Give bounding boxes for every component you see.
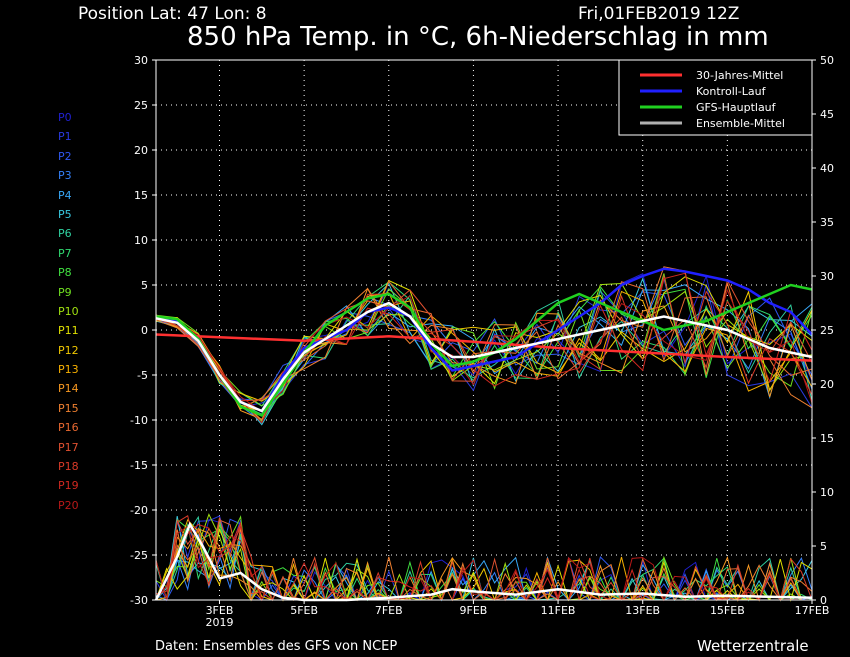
x-tick-label: 5FEB [290,604,318,617]
position-label: Position Lat: 47 Lon: 8 [78,4,267,24]
brand-name: Wetterzentrale [697,637,809,655]
legend-entry-label: Ensemble-Mittel [696,117,785,130]
y-right-tick-label: 10 [820,486,834,499]
y-left-tick-label: -15 [130,459,148,472]
y-left-tick-label: -5 [137,369,148,382]
y-right-tick-label: 5 [820,540,827,553]
y-right-tick-label: 40 [820,162,834,175]
member-trace-p17 [155,279,813,416]
x-tick-label: 3FEB [206,604,234,617]
y-right-tick-label: 30 [820,270,834,283]
member-label-p10: P10 [58,304,79,318]
y-left-tick-label: 15 [134,189,148,202]
legend-entry-label: 30-Jahres-Mittel [696,69,783,82]
member-label-p20: P20 [58,498,79,512]
y-right-tick-label: 20 [820,378,834,391]
member-label-p1: P1 [58,130,72,144]
y-left-tick-label: 30 [134,54,148,67]
member-trace-p12 [155,290,813,402]
member-label-p4: P4 [58,188,72,202]
member-label-p0: P0 [58,111,72,124]
member-label-p17: P17 [58,440,79,454]
y-left-tick-label: 10 [134,234,148,247]
y-left-tick-label: -10 [130,414,148,427]
member-label-p6: P6 [58,227,72,241]
y-left-tick-label: -25 [130,549,148,562]
y-right-tick-label: 15 [820,432,834,445]
member-trace-p8 [155,286,813,422]
member-label-p14: P14 [58,382,79,396]
legend-entry-label: GFS-Hauptlauf [696,101,777,114]
data-source: Daten: Ensembles des GFS von NCEP [155,639,398,654]
x-tick-label: 11FEB [541,604,576,617]
member-label-p2: P2 [58,149,72,163]
main-lines [154,267,813,602]
member-label-p8: P8 [58,266,72,280]
member-label-p3: P3 [58,169,72,183]
y-left-tick-label: 0 [141,324,148,337]
legend-entry-label: Kontroll-Lauf [696,85,767,98]
y-right-tick-label: 50 [820,54,834,67]
x-tick-label: 15FEB [710,604,745,617]
member-label-p19: P19 [58,479,79,493]
member-label-p9: P9 [58,285,72,299]
series-gfs-hauptlauf [155,283,813,418]
y-left-tick-label: -30 [130,594,148,607]
member-label-p13: P13 [58,363,79,377]
y-right-tick-label: 45 [820,108,834,121]
x-tick-label: 13FEB [625,604,660,617]
member-label-p11: P11 [58,324,79,338]
series-ensemble-mittel [155,301,813,413]
y-left-tick-label: 25 [134,99,148,112]
x-tick-label: 17FEB [795,604,830,617]
member-label-p18: P18 [58,460,79,474]
member-trace-p6 [155,294,813,407]
member-label-p15: P15 [58,401,79,415]
axis-ticks: 302520151050-5-10-15-20-25-3050454035302… [130,54,834,629]
x-tick-label: 9FEB [460,604,488,617]
member-trace-p16 [155,280,813,408]
x-tick-sublabel: 2019 [205,616,233,629]
chart-title: 850 hPa Temp. in °C, 6h-Niederschlag in … [187,22,769,52]
y-left-tick-label: 20 [134,144,148,157]
series-ensemble-mittel-niederschlag [154,521,813,602]
series-30-jahres-mittel [155,333,813,362]
run-date: Fri,01FEB2019 12Z [578,4,740,24]
member-label-p12: P12 [58,343,79,357]
member-trace-p19 [155,272,813,424]
legend: 30-Jahres-Mittel Kontroll-Lauf GFS-Hauptla… [618,59,813,136]
member-label-p16: P16 [58,421,79,435]
member-label-p5: P5 [58,207,72,221]
x-tick-label: 7FEB [375,604,403,617]
y-right-tick-label: 0 [820,594,827,607]
y-left-tick-label: 5 [141,279,148,292]
member-list: P0 P1 P2 P3 P4 P5 P6 P7 P8 P9 P10 P11 P12 P13 P14 P15 P1… [58,108,79,515]
y-right-tick-label: 35 [820,216,834,229]
y-left-tick-label: -20 [130,504,148,517]
y-right-tick-label: 25 [820,324,834,337]
member-label-p7: P7 [58,246,72,260]
